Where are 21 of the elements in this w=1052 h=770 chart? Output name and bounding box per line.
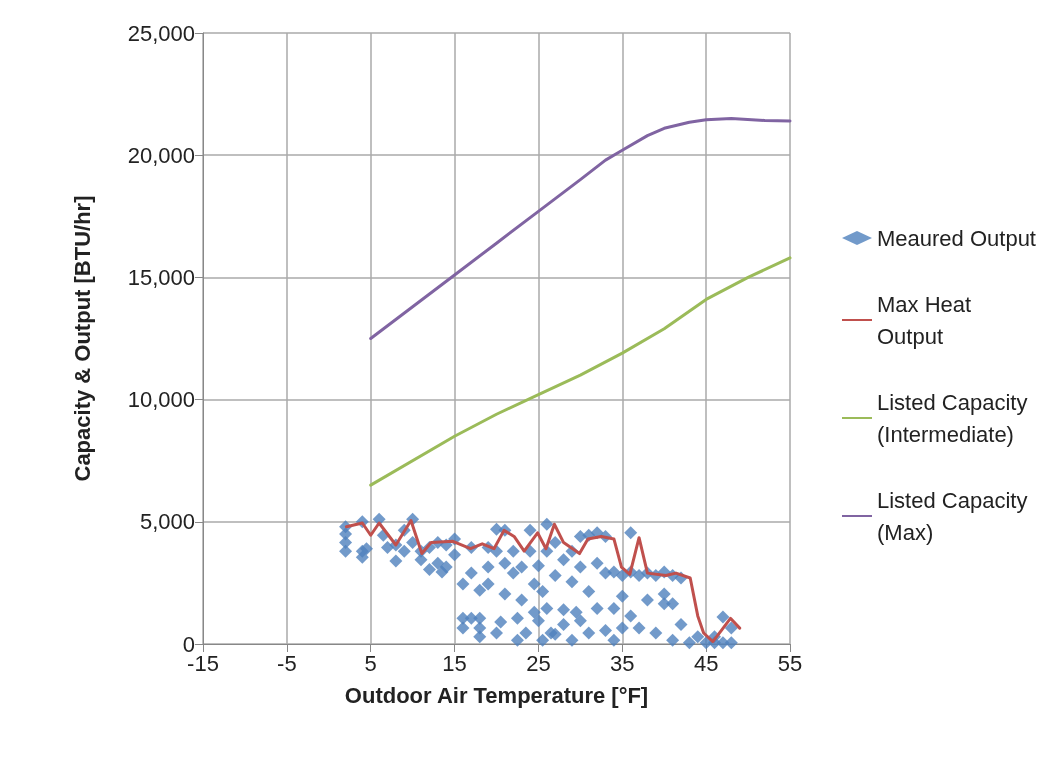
y-axis-title: Capacity & Output [BTU/hr] bbox=[69, 195, 95, 482]
x-tick-label: 35 bbox=[610, 650, 635, 676]
y-tick-label: 10,000 bbox=[127, 387, 195, 413]
legend-label: Listed Capacity (Intermediate) bbox=[877, 389, 1034, 447]
x-tick-label: 5 bbox=[364, 650, 377, 676]
x-tick-label: -5 bbox=[277, 650, 297, 676]
x-tick-label: 45 bbox=[693, 650, 719, 676]
y-tick-label: 25,000 bbox=[127, 20, 195, 46]
x-tick-label: 25 bbox=[526, 650, 551, 676]
x-tick-label: 15 bbox=[442, 650, 467, 676]
y-tick-label: 5,000 bbox=[139, 509, 195, 535]
line-series bbox=[369, 117, 792, 340]
legend-label: Meaured Output bbox=[877, 225, 1036, 251]
y-tick-label: 20,000 bbox=[127, 142, 195, 168]
legend-label: Listed Capacity (Max) bbox=[877, 487, 1034, 545]
x-tick-label: 55 bbox=[777, 650, 803, 676]
x-axis-title: Outdoor Air Temperature [°F] bbox=[344, 682, 649, 708]
y-tick-label: 0 bbox=[182, 631, 195, 657]
y-tick-label: 15,000 bbox=[127, 264, 195, 290]
line-series bbox=[369, 256, 792, 487]
legend-label: Max Heat Output bbox=[877, 291, 978, 349]
